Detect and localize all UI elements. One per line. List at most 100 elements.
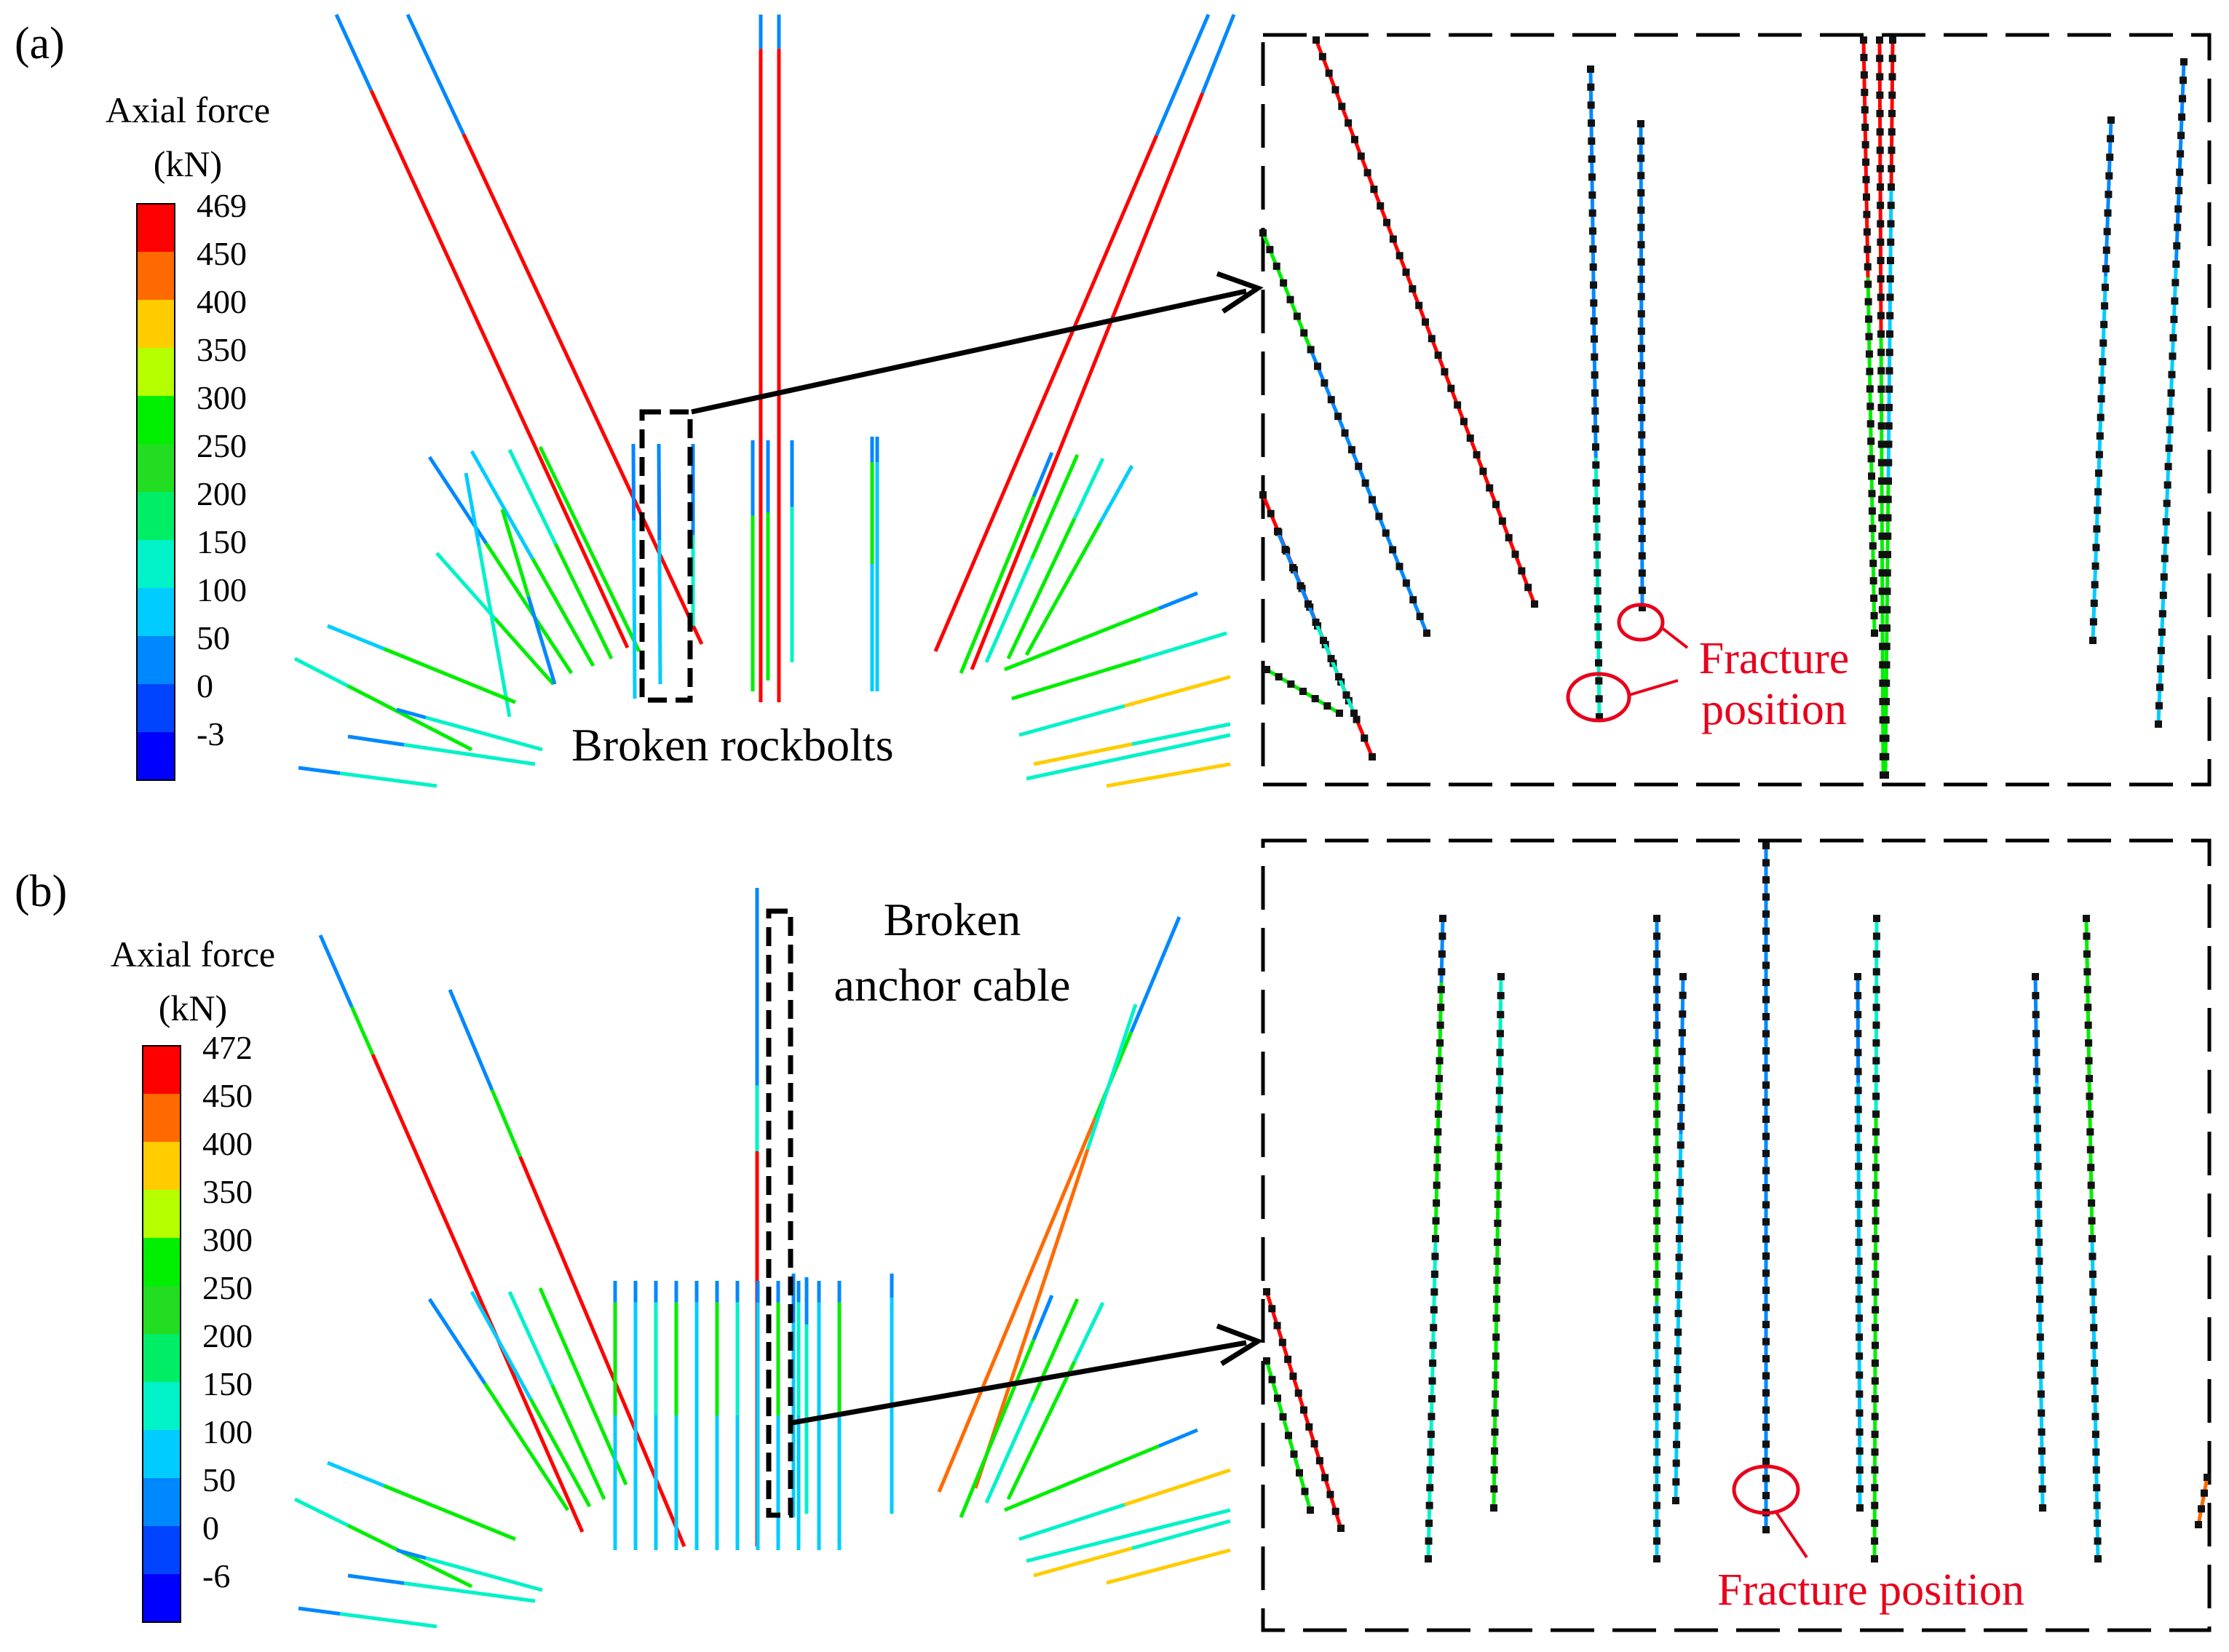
bolt-node-marker [1854,973,1861,980]
bolt-node-marker [1375,512,1383,520]
bolt-node-marker [1672,1459,1680,1467]
bolt-node-marker [1762,1269,1770,1277]
fracture-position-label-a-line1: Fracture [1699,634,1850,683]
fracture-marker-2 [1566,672,1631,723]
broken-anchor-cable-label-line2: anchor cable [834,959,1070,1011]
rockbolt-segment [371,1053,585,1533]
bolt-node-marker [1460,418,1468,426]
rockbolt-segment [327,1461,385,1488]
bolt-node-marker [1279,1413,1287,1421]
rockbolt-segment [298,766,341,775]
bolt-node-marker [2179,76,2188,84]
bolt-node-marker [1860,71,1868,79]
rockbolt-segment [538,1287,577,1368]
bolt-node-marker [1677,1104,1685,1111]
rockbolt-segment [1085,1004,1138,1151]
bolt-node-marker [1762,1081,1770,1089]
bolt-node-marker [2085,1039,2093,1047]
bolt-node-marker [1878,477,1885,485]
bolt-node-marker [2169,352,2177,360]
zoomed-rockbolts-a [1259,36,2188,779]
bolt-node-marker [1876,110,1884,117]
bolt-node-marker [1871,1501,1879,1509]
bolt-node-marker [1762,1372,1770,1380]
rockbolt-segment [553,543,614,660]
bolt-node-marker [1493,1258,1501,1266]
bolt-node-marker [1856,1390,1864,1398]
bolt-node-marker [1638,500,1646,508]
rockbolt-segment [1200,14,1236,94]
bolt-node-marker [2180,58,2188,65]
bolt-node-marker [2172,261,2180,269]
bolt-node-marker [1498,517,1506,525]
bolt-node-marker [2033,1124,2041,1132]
rockbolt-segment [318,934,354,1008]
bolt-node-marker [1762,1184,1770,1191]
rockbolt-segment [657,443,662,541]
bolt-node-marker [1438,968,1446,976]
bolt-node-marker [1505,533,1513,541]
bolt-node-marker [2157,646,2165,654]
bolt-node-marker [1653,1359,1660,1367]
bolt-node-marker [1653,1217,1660,1225]
bolt-node-marker [1289,564,1296,571]
bolt-node-marker [1653,1430,1660,1438]
bolt-node-marker [1762,1047,1770,1055]
bolt-node-marker [2089,1270,2097,1278]
colorbar-segment [137,396,175,444]
fracture-leader-3 [1775,1511,1808,1559]
bolt-node-marker [1762,1321,1770,1328]
bolt-node-marker [1592,479,1600,487]
rockbolt-segment [538,445,582,530]
bolt-node-marker [1593,515,1601,523]
bolt-node-marker [2083,985,2091,993]
bolt-node-marker [1588,191,1596,199]
bolt-node-marker [2039,1504,2046,1512]
bolt-node-marker [1430,1306,1438,1314]
rockbolt-segment [631,443,636,521]
bolt-node-marker [1422,318,1429,326]
bolt-node-marker [1383,218,1391,226]
bolt-node-marker [1882,734,1890,742]
bolt-node-marker [1327,396,1335,404]
bolt-node-marker [1637,310,1645,318]
fracture-position-label-b: Fracture position [1717,1565,2024,1615]
bolt-node-marker [1289,1373,1297,1381]
bolt-node-marker [1426,1466,1434,1474]
bolt-node-marker [1496,1030,1504,1038]
bolt-node-marker [1762,1116,1770,1123]
legend-b-colorbar [142,1045,181,1623]
bolt-node-marker [1653,915,1660,922]
bolt-node-marker [1337,1525,1345,1532]
bolt-node-marker [1638,569,1646,577]
rockbolt-segment [632,520,637,699]
bolt-node-marker [2091,1413,2099,1421]
rockbolt-segment [507,448,558,545]
bolt-node-marker [1321,1474,1329,1482]
colorbar-segment [143,1382,181,1430]
colorbar-segment [137,300,175,348]
rockbolt-segment [1275,531,1318,623]
bolt-node-marker [2035,1239,2043,1246]
bolt-node-marker [1861,140,1869,148]
bolt-node-marker [2158,610,2166,618]
bolt-node-marker [1678,1029,1686,1037]
bolt-node-marker [1674,1328,1682,1336]
bolt-node-marker [2037,1352,2045,1360]
bolt-node-marker [1428,335,1436,343]
bolt-node-marker [1637,293,1645,301]
bolt-node-marker [1433,1164,1441,1172]
bolt-node-marker [1492,1295,1500,1303]
bolt-node-marker [1492,501,1500,509]
bolt-node-marker [1591,407,1599,415]
bolt-node-marker [1676,1141,1684,1149]
bolt-node-marker [1854,1068,1862,1076]
bolt-node-marker [1762,979,1770,986]
rockbolt-segment [405,13,466,135]
bolt-node-marker [1637,275,1645,283]
rockbolt-segment [1032,452,1054,498]
bolt-node-marker [1341,429,1349,437]
bolt-node-marker [1872,1110,1880,1118]
bolt-node-marker [1491,1447,1499,1455]
rockbolt-field-a [293,13,1236,788]
